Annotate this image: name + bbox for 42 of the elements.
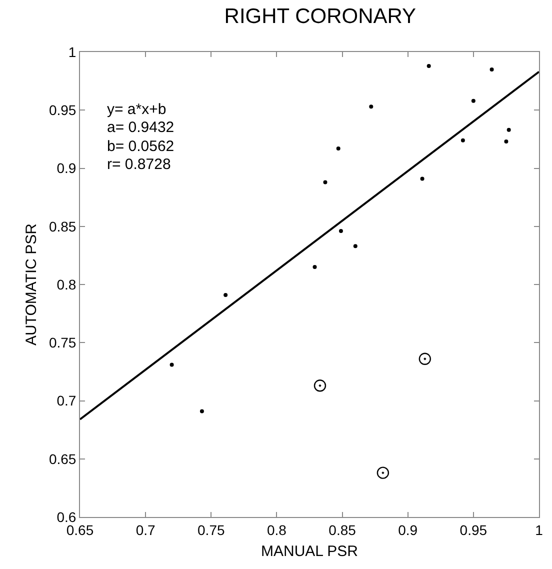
- x-tick-label: 0.7: [136, 522, 156, 538]
- point: [170, 362, 174, 367]
- point: [420, 176, 424, 181]
- point: [418, 352, 432, 365]
- x-tick-label: 1: [535, 522, 544, 538]
- point: [504, 140, 508, 144]
- x-tick-label: 0.95: [460, 522, 488, 538]
- annotation: y= a*x+b: [107, 101, 166, 118]
- point: [224, 292, 228, 297]
- point: [200, 409, 204, 414]
- point: [314, 380, 326, 392]
- y-tick-label: 0.85: [48, 218, 76, 234]
- point: [471, 98, 476, 103]
- y-tick-label: 0.8: [56, 276, 76, 292]
- y-tick-label: 0.9: [56, 160, 76, 176]
- y-tick-label: 0.95: [48, 102, 76, 118]
- point: [336, 146, 340, 150]
- point: [426, 64, 431, 68]
- y-tick-label: 0.75: [48, 334, 76, 351]
- x-tick-label: 0.8: [266, 522, 287, 538]
- x-tick-label: 0.75: [198, 522, 225, 538]
- annotation: r= 0.8728: [107, 156, 171, 173]
- point: [376, 466, 390, 479]
- annotation: a= 0.9432: [107, 119, 174, 136]
- x-axis-title: MANUAL PSR: [261, 542, 358, 560]
- point: [506, 128, 511, 132]
- y-tick-label: 0.65: [48, 450, 76, 467]
- x-tick-label: 0.9: [398, 522, 418, 538]
- point: [460, 138, 465, 142]
- point: [338, 229, 343, 234]
- annotation: b= 0.0562: [107, 138, 174, 155]
- point: [353, 244, 358, 248]
- point: [323, 180, 328, 184]
- y-tick-label: 0.6: [56, 508, 76, 525]
- y-tick-label: 0.7: [56, 392, 76, 409]
- y-axis-title: AUTOMATIC PSR: [23, 223, 40, 346]
- y-tick-label: 1: [68, 44, 76, 60]
- chart-title: RIGHT CORONARY: [224, 5, 416, 28]
- x-tick-label: 0.85: [328, 522, 356, 538]
- point: [369, 104, 374, 109]
- point: [490, 67, 494, 72]
- point: [312, 265, 317, 270]
